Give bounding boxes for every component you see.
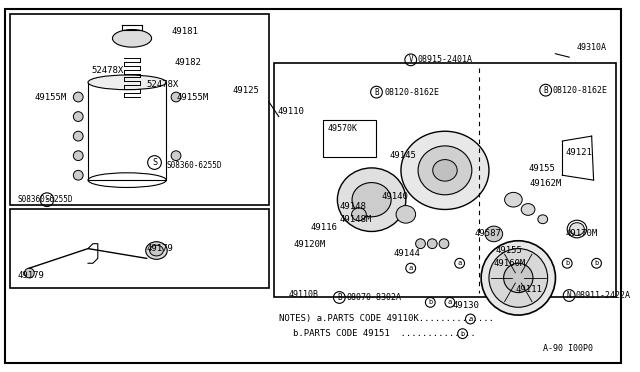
Text: 49160M: 49160M bbox=[494, 259, 526, 268]
Ellipse shape bbox=[113, 29, 152, 47]
Text: 49155: 49155 bbox=[528, 164, 555, 173]
Text: 49162M: 49162M bbox=[529, 179, 561, 187]
Text: 49121: 49121 bbox=[565, 148, 592, 157]
Text: S08360-6255D: S08360-6255D bbox=[166, 161, 221, 170]
Circle shape bbox=[74, 92, 83, 102]
Text: 49145: 49145 bbox=[389, 151, 416, 160]
Ellipse shape bbox=[396, 206, 415, 223]
Ellipse shape bbox=[521, 203, 535, 215]
Text: 49587: 49587 bbox=[474, 230, 501, 238]
Circle shape bbox=[489, 248, 548, 307]
Text: 49182: 49182 bbox=[174, 58, 201, 67]
Text: B: B bbox=[374, 88, 379, 97]
Text: 49155M: 49155M bbox=[34, 93, 67, 102]
Text: 49111: 49111 bbox=[515, 285, 542, 294]
Text: 49155: 49155 bbox=[496, 246, 523, 255]
Text: b.PARTS CODE 49151  ..............: b.PARTS CODE 49151 .............. bbox=[293, 329, 476, 338]
Text: B: B bbox=[337, 293, 342, 302]
Ellipse shape bbox=[88, 75, 166, 90]
Text: 49181: 49181 bbox=[171, 27, 198, 36]
Bar bbox=[10, 14, 269, 205]
Text: A-90 I00P0: A-90 I00P0 bbox=[543, 344, 593, 353]
Bar bbox=[88, 82, 166, 180]
Ellipse shape bbox=[401, 131, 489, 209]
Ellipse shape bbox=[150, 245, 163, 256]
Text: 49148: 49148 bbox=[339, 202, 366, 211]
Circle shape bbox=[415, 239, 426, 248]
Text: 08911-2422A: 08911-2422A bbox=[576, 291, 631, 300]
Circle shape bbox=[428, 239, 437, 248]
Text: a: a bbox=[458, 260, 461, 266]
Text: N: N bbox=[567, 291, 572, 300]
Circle shape bbox=[74, 170, 83, 180]
Text: 49110: 49110 bbox=[278, 107, 305, 116]
Text: 08120-8162E: 08120-8162E bbox=[552, 86, 607, 94]
Ellipse shape bbox=[146, 242, 167, 259]
Text: a: a bbox=[408, 265, 413, 271]
Text: 08915-2401A: 08915-2401A bbox=[417, 55, 472, 64]
Text: b: b bbox=[565, 260, 570, 266]
Text: 52478X: 52478X bbox=[147, 80, 179, 89]
Text: 49130: 49130 bbox=[452, 301, 479, 310]
Text: B: B bbox=[543, 86, 548, 94]
Text: 08070-8302A: 08070-8302A bbox=[346, 293, 401, 302]
Text: 49148M: 49148M bbox=[339, 215, 372, 224]
Text: 49179: 49179 bbox=[18, 272, 44, 280]
Text: 08120-8162E: 08120-8162E bbox=[385, 88, 439, 97]
Ellipse shape bbox=[538, 215, 548, 224]
Ellipse shape bbox=[418, 146, 472, 195]
Bar bbox=[274, 63, 616, 298]
Ellipse shape bbox=[351, 208, 366, 221]
Text: 49570K: 49570K bbox=[328, 124, 358, 133]
Circle shape bbox=[481, 241, 556, 315]
Text: V: V bbox=[408, 55, 413, 64]
Text: S: S bbox=[152, 158, 157, 167]
Text: 49116: 49116 bbox=[311, 222, 338, 232]
Circle shape bbox=[74, 131, 83, 141]
Text: 52478X: 52478X bbox=[91, 66, 123, 75]
Text: NOTES) a.PARTS CODE 49110K..............: NOTES) a.PARTS CODE 49110K.............. bbox=[278, 314, 493, 324]
Text: S08360-6255D: S08360-6255D bbox=[18, 195, 73, 204]
Text: b: b bbox=[428, 299, 433, 305]
Ellipse shape bbox=[337, 168, 406, 231]
Text: 49140: 49140 bbox=[381, 192, 408, 201]
Ellipse shape bbox=[485, 226, 502, 242]
Circle shape bbox=[74, 112, 83, 121]
Ellipse shape bbox=[433, 160, 457, 181]
Text: a: a bbox=[448, 299, 452, 305]
Ellipse shape bbox=[504, 192, 522, 207]
Text: 49144: 49144 bbox=[393, 249, 420, 258]
Circle shape bbox=[24, 268, 34, 278]
Circle shape bbox=[439, 239, 449, 248]
Text: a: a bbox=[468, 316, 472, 322]
Ellipse shape bbox=[570, 223, 584, 235]
Circle shape bbox=[171, 92, 181, 102]
Text: 49179: 49179 bbox=[147, 244, 173, 253]
Text: 49120M: 49120M bbox=[293, 240, 326, 249]
Text: b: b bbox=[460, 331, 465, 337]
Text: 49310A: 49310A bbox=[577, 43, 607, 52]
Text: 49110B: 49110B bbox=[289, 291, 319, 299]
Circle shape bbox=[74, 151, 83, 161]
Text: S: S bbox=[44, 195, 49, 204]
Text: 49170M: 49170M bbox=[565, 230, 598, 238]
Circle shape bbox=[504, 263, 533, 293]
Text: 49155M: 49155M bbox=[176, 93, 208, 102]
Ellipse shape bbox=[352, 183, 391, 217]
Circle shape bbox=[171, 151, 181, 161]
Bar bbox=[10, 209, 269, 288]
Text: 49125: 49125 bbox=[233, 86, 260, 94]
Text: b: b bbox=[595, 260, 598, 266]
Bar bbox=[323, 119, 376, 157]
